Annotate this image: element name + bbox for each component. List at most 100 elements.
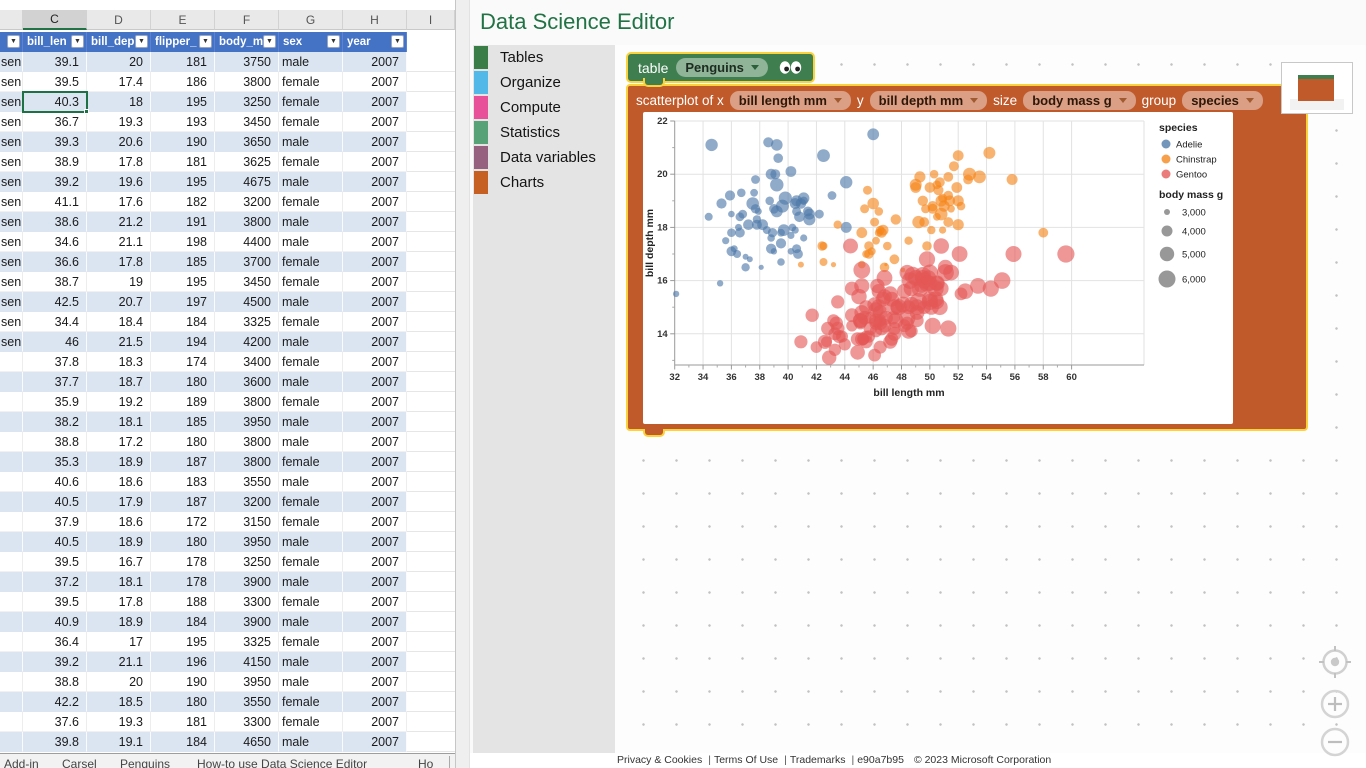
cell[interactable]: 189	[151, 392, 215, 412]
cell[interactable]: 194	[151, 332, 215, 352]
cell[interactable]	[407, 232, 455, 252]
cell[interactable]	[407, 132, 455, 152]
cell[interactable]: 2007	[343, 192, 407, 212]
cell[interactable]: 3700	[215, 252, 279, 272]
cell[interactable]: 18.9	[87, 532, 151, 552]
cell[interactable]: 4200	[215, 332, 279, 352]
cell[interactable]	[407, 52, 455, 72]
cell[interactable]: 17.8	[87, 252, 151, 272]
cell[interactable]	[0, 492, 23, 512]
cell[interactable]: 2007	[343, 732, 407, 752]
cell[interactable]: 3200	[215, 192, 279, 212]
cell[interactable]	[407, 652, 455, 672]
cell[interactable]: 3800	[215, 432, 279, 452]
cell[interactable]: sen	[0, 112, 23, 132]
cell[interactable]: 35.9	[23, 392, 87, 412]
cell[interactable]: female	[279, 712, 343, 732]
cell[interactable]: female	[279, 192, 343, 212]
cell[interactable]: 3800	[215, 72, 279, 92]
cell[interactable]: 37.2	[23, 572, 87, 592]
cell[interactable]: male	[279, 532, 343, 552]
cell[interactable]: female	[279, 352, 343, 372]
cell[interactable]: male	[279, 292, 343, 312]
cell[interactable]: 3550	[215, 472, 279, 492]
sidebar-item-organize[interactable]: Organize	[473, 70, 615, 95]
cell[interactable]: 185	[151, 252, 215, 272]
cell[interactable]	[407, 472, 455, 492]
zoom-in-button[interactable]	[1320, 689, 1350, 719]
cell[interactable]	[407, 712, 455, 732]
cell[interactable]: 3250	[215, 92, 279, 112]
cell[interactable]: female	[279, 492, 343, 512]
cell[interactable]	[407, 432, 455, 452]
cell[interactable]: female	[279, 272, 343, 292]
cell[interactable]	[407, 452, 455, 472]
cell[interactable]	[0, 712, 23, 732]
cell[interactable]: 183	[151, 472, 215, 492]
cell[interactable]: 4150	[215, 652, 279, 672]
sidebar-item-statistics[interactable]: Statistics	[473, 120, 615, 145]
header-cell-island-clipped[interactable]: ▼	[0, 32, 23, 52]
cell[interactable]: 39.5	[23, 72, 87, 92]
cell[interactable]: 2007	[343, 612, 407, 632]
cell[interactable]: sen	[0, 212, 23, 232]
zoom-out-button[interactable]	[1320, 727, 1350, 757]
header-cell-flipper_[interactable]: flipper_ ▼	[151, 32, 215, 52]
cell[interactable]: 180	[151, 532, 215, 552]
cell[interactable]: 181	[151, 712, 215, 732]
cell[interactable]: 3550	[215, 692, 279, 712]
cell[interactable]: 38.6	[23, 212, 87, 232]
canvas-minimap[interactable]	[1281, 62, 1353, 114]
cell[interactable]: 4650	[215, 732, 279, 752]
cell[interactable]: 17.9	[87, 492, 151, 512]
cell[interactable]: female	[279, 592, 343, 612]
cell[interactable]: 17	[87, 632, 151, 652]
cell[interactable]: female	[279, 452, 343, 472]
cell[interactable]: 3650	[215, 132, 279, 152]
cell[interactable]: 195	[151, 172, 215, 192]
cell[interactable]: male	[279, 672, 343, 692]
cell[interactable]: male	[279, 232, 343, 252]
cell[interactable]	[0, 692, 23, 712]
cell[interactable]	[407, 632, 455, 652]
dropdown-body-mass-g[interactable]: body mass g	[1023, 90, 1136, 110]
cell[interactable]: 17.4	[87, 72, 151, 92]
cell[interactable]: 2007	[343, 332, 407, 352]
cell[interactable]	[0, 512, 23, 532]
cell[interactable]	[0, 392, 23, 412]
cell[interactable]: 187	[151, 452, 215, 472]
cell[interactable]: 2007	[343, 52, 407, 72]
cell[interactable]: 39.3	[23, 132, 87, 152]
cell[interactable]: 4400	[215, 232, 279, 252]
header-cell-body_m[interactable]: body_m ▼	[215, 32, 279, 52]
cell[interactable]: 2007	[343, 172, 407, 192]
cell[interactable]: 18.6	[87, 512, 151, 532]
cell[interactable]	[0, 732, 23, 752]
cell[interactable]	[0, 612, 23, 632]
cell[interactable]: 3800	[215, 392, 279, 412]
cell[interactable]: 2007	[343, 112, 407, 132]
cell[interactable]: 2007	[343, 452, 407, 472]
cell[interactable]: 2007	[343, 592, 407, 612]
footer-link-terms-of-use[interactable]: Terms Of Use	[713, 754, 779, 766]
cell[interactable]: 2007	[343, 512, 407, 532]
cell[interactable]: 2007	[343, 232, 407, 252]
cell[interactable]: 188	[151, 592, 215, 612]
header-cell-sex[interactable]: sex ▼	[279, 32, 343, 52]
cell[interactable]: 3750	[215, 52, 279, 72]
cell[interactable]: 2007	[343, 392, 407, 412]
cell[interactable]: 181	[151, 52, 215, 72]
sidebar-item-charts[interactable]: Charts	[473, 170, 615, 195]
cell[interactable]: 172	[151, 512, 215, 532]
cell[interactable]: 184	[151, 312, 215, 332]
cell[interactable]: 39.2	[23, 172, 87, 192]
cell[interactable]: male	[279, 132, 343, 152]
cell[interactable]: sen	[0, 312, 23, 332]
footer-link-trademarks[interactable]: Trademarks	[789, 754, 846, 766]
cell[interactable]: 190	[151, 132, 215, 152]
cell[interactable]: female	[279, 72, 343, 92]
cell[interactable]: 178	[151, 552, 215, 572]
cell[interactable]	[407, 212, 455, 232]
column-letter-C[interactable]: C	[23, 10, 87, 30]
cell[interactable]: 42.2	[23, 692, 87, 712]
